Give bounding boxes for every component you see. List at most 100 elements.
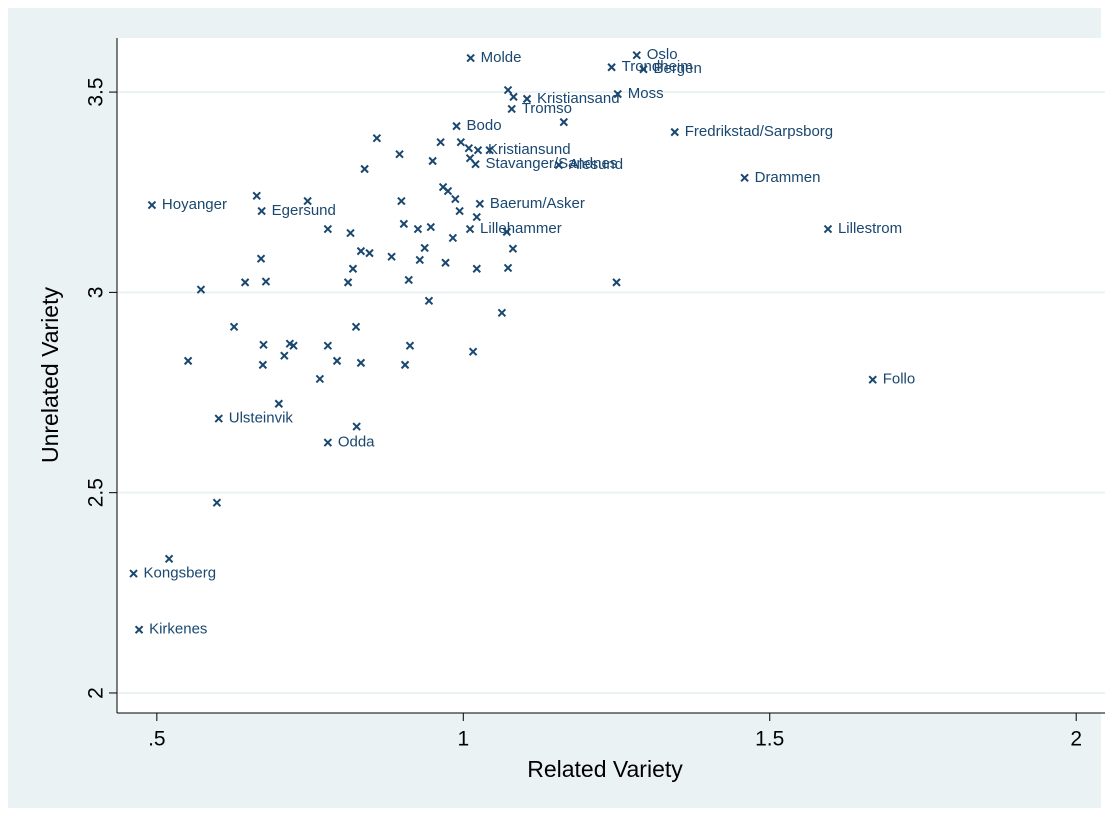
point xyxy=(413,224,423,234)
point xyxy=(420,243,429,253)
y-tick-label: 2 xyxy=(85,687,108,699)
point xyxy=(183,356,193,366)
point xyxy=(252,191,261,201)
point xyxy=(451,194,460,204)
point-label: Moss xyxy=(628,85,664,102)
point-label: Lillestrom xyxy=(838,220,902,237)
point xyxy=(485,145,494,155)
y-tick-label: 3 xyxy=(85,287,108,299)
point xyxy=(503,85,513,95)
point xyxy=(400,360,410,370)
point xyxy=(823,224,833,234)
point xyxy=(360,164,369,174)
point xyxy=(472,212,481,222)
point xyxy=(229,322,239,332)
point-label: Odda xyxy=(338,434,375,451)
point xyxy=(455,206,464,216)
point xyxy=(452,121,461,131)
point xyxy=(323,341,333,350)
point xyxy=(497,308,507,318)
point-label: Alesund xyxy=(569,156,623,173)
point xyxy=(332,356,342,366)
point xyxy=(443,186,453,196)
point xyxy=(473,145,483,155)
point xyxy=(258,360,268,370)
point xyxy=(399,219,409,229)
point-label: Bergen xyxy=(653,60,701,77)
point-label: Kirkenes xyxy=(149,621,207,638)
point xyxy=(352,422,361,431)
point xyxy=(274,399,284,408)
point xyxy=(351,322,361,332)
point xyxy=(240,278,250,287)
point xyxy=(468,347,478,356)
point xyxy=(464,143,474,153)
point-label: Kristiansund xyxy=(488,141,571,158)
point xyxy=(289,341,298,350)
point-label: Follo xyxy=(883,371,916,388)
point xyxy=(472,264,481,273)
point xyxy=(613,89,622,99)
x-tick-label: 2 xyxy=(1070,728,1082,751)
point-label: Lillehammer xyxy=(480,220,562,237)
point-label: Kristiansand xyxy=(537,90,620,107)
point xyxy=(503,263,513,273)
point xyxy=(346,228,355,238)
point xyxy=(465,224,475,234)
point xyxy=(554,160,564,170)
point-label: Bodo xyxy=(467,117,502,134)
point xyxy=(868,375,877,384)
point xyxy=(257,206,266,216)
point-label: Kongsberg xyxy=(144,565,217,582)
x-axis-title: Related Variety xyxy=(527,756,683,782)
point xyxy=(129,569,138,578)
point xyxy=(632,51,641,60)
point xyxy=(356,246,366,256)
point xyxy=(280,351,289,360)
point xyxy=(323,438,333,447)
point xyxy=(448,233,458,243)
point xyxy=(436,137,445,147)
point xyxy=(670,127,679,137)
point xyxy=(502,227,512,237)
point xyxy=(261,277,271,286)
point xyxy=(441,258,450,267)
point xyxy=(365,248,374,258)
point-label: Oslo xyxy=(647,46,678,63)
point xyxy=(343,278,353,287)
point xyxy=(134,625,144,634)
point-label: Baerum/Asker xyxy=(490,195,585,212)
point xyxy=(372,133,382,143)
point xyxy=(559,117,569,127)
point xyxy=(404,275,413,285)
point xyxy=(428,156,437,166)
point xyxy=(212,498,222,507)
point xyxy=(509,92,518,102)
point xyxy=(639,65,648,74)
point xyxy=(475,199,485,209)
point xyxy=(196,285,206,294)
point-label: Hoyanger xyxy=(162,196,227,213)
point-label: Stavanger/Sandnes xyxy=(486,155,618,172)
point xyxy=(507,104,516,114)
y-axis-title: Unrelated Variety xyxy=(37,287,63,463)
point xyxy=(740,173,749,183)
point xyxy=(522,94,532,104)
x-tick-label: 1.5 xyxy=(755,728,784,751)
point-label: Molde xyxy=(481,49,522,66)
point xyxy=(466,53,475,63)
y-tick-label: 3.5 xyxy=(85,77,108,106)
point xyxy=(387,252,396,261)
plot-area xyxy=(117,38,1105,713)
point-label: Drammen xyxy=(755,169,821,186)
point-label: Fredrikstad/Sarpsborg xyxy=(685,123,833,140)
point xyxy=(315,374,325,384)
point xyxy=(356,358,366,368)
x-tick-label: .5 xyxy=(148,728,166,751)
point xyxy=(164,554,174,563)
point xyxy=(415,255,424,265)
point xyxy=(424,296,434,305)
point xyxy=(214,414,223,423)
point xyxy=(323,224,333,234)
